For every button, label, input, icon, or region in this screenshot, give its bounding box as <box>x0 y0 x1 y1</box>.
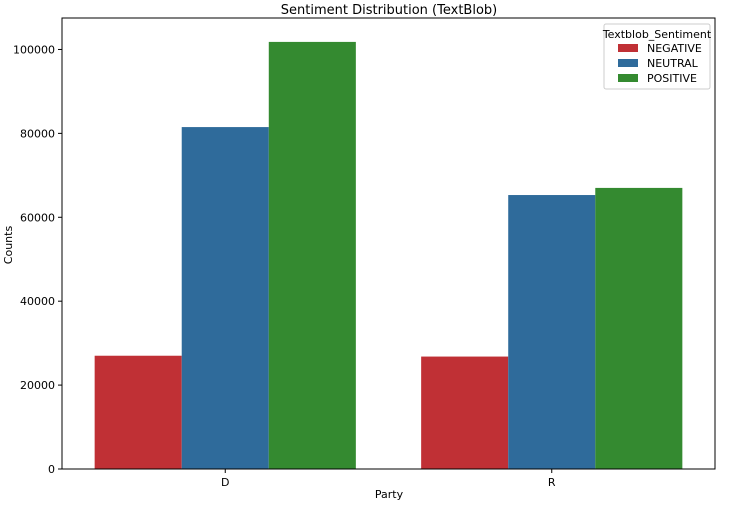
legend-swatch-neutral <box>618 59 638 67</box>
legend-label-negative: NEGATIVE <box>647 42 702 55</box>
x-tick-label: R <box>548 476 556 489</box>
bar-negative-d <box>94 355 182 469</box>
bar-negative-r <box>421 356 509 469</box>
legend-swatch-positive <box>618 74 638 82</box>
x-tick-label: D <box>221 476 229 489</box>
bar-neutral-d <box>181 127 269 469</box>
legend-title: Textblob_Sentiment <box>602 28 712 41</box>
bar-positive-r <box>595 187 683 469</box>
bar-positive-d <box>268 41 356 469</box>
legend-box <box>603 23 711 90</box>
y-tick-label: 80000 <box>20 127 55 140</box>
plot-frame <box>61 17 716 470</box>
bars-group <box>94 41 683 470</box>
legend-swatch-negative <box>618 44 638 52</box>
y-tick-label: 40000 <box>20 295 55 308</box>
y-tick-label: 0 <box>48 463 55 476</box>
legend-label-positive: POSITIVE <box>647 72 697 85</box>
y-tick-label: 100000 <box>13 43 55 56</box>
y-tick-label: 60000 <box>20 211 55 224</box>
y-axis-label: Counts <box>2 226 15 265</box>
y-axis: 0 20000 40000 60000 80000 100000 <box>13 43 62 476</box>
chart-title: Sentiment Distribution (TextBlob) <box>281 3 497 18</box>
bar-neutral-r <box>508 195 596 470</box>
y-tick-label: 20000 <box>20 379 55 392</box>
legend-label-neutral: NEUTRAL <box>647 57 699 70</box>
x-axis-label: Party <box>375 488 404 501</box>
